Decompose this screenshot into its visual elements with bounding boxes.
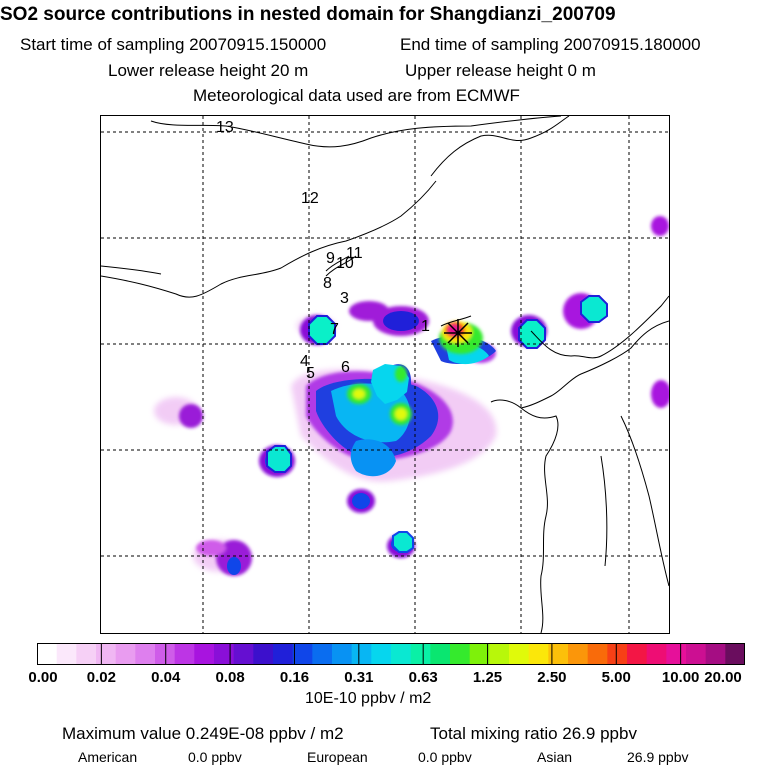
met-data-label: Meteorological data used are from ECMWF: [193, 86, 520, 105]
colorbar-swatch: [666, 643, 687, 665]
colorbar-swatch: [214, 643, 235, 665]
colorbar-tick-label: 20.00: [704, 669, 742, 686]
colorbar-swatch: [450, 643, 471, 665]
upper-release-label: Upper release height 0 m: [405, 61, 596, 80]
colorbar-swatch: [627, 643, 648, 665]
trajectory-label-13: 13: [216, 119, 234, 136]
trajectory-label-5: 5: [306, 365, 315, 382]
end-time-label: End time of sampling 20070915.180000: [400, 35, 701, 54]
colorbar-tick-label: 0.00: [28, 669, 58, 686]
colorbar-tick-label: 0.63: [408, 669, 438, 686]
colorbar-swatch: [548, 643, 569, 665]
colorbar-tick-label: 10.00: [661, 669, 700, 686]
colorbar-units: 10E-10 ppbv / m2: [305, 690, 432, 707]
trajectory-label-3: 3: [340, 290, 349, 307]
lower-release-label: Lower release height 20 m: [108, 61, 309, 80]
colorbar-swatch: [705, 643, 726, 665]
colorbar-swatch: [371, 643, 392, 665]
trajectory-label-7: 7: [330, 321, 339, 338]
trajectory-label-9: 9: [326, 250, 335, 267]
colorbar-swatch: [135, 643, 156, 665]
colorbar-swatch: [292, 643, 313, 665]
colorbar-swatch: [194, 643, 215, 665]
colorbar-swatch: [96, 643, 117, 665]
colorbar-swatch: [115, 643, 136, 665]
trajectory-label-12: 12: [301, 190, 319, 207]
colorbar-swatch: [646, 643, 667, 665]
colorbar-swatch: [607, 643, 628, 665]
colorbar-tick-label: 0.02: [86, 669, 116, 686]
colorbar-swatch: [312, 643, 333, 665]
colorbar: [37, 643, 746, 665]
asian-label: Asian: [537, 749, 573, 765]
colorbar-swatch: [391, 643, 412, 665]
receptor-star-icon: [444, 319, 472, 347]
colorbar-tick-label: 0.04: [151, 669, 181, 686]
colorbar-swatch: [76, 643, 97, 665]
trajectory-label-4: 4: [300, 353, 309, 370]
asian-value: 26.9 ppbv: [627, 749, 689, 765]
colorbar-swatch: [686, 643, 707, 665]
colorbar-swatch: [174, 643, 195, 665]
european-value: 0.0 ppbv: [418, 749, 472, 765]
colorbar-swatch: [37, 643, 58, 665]
colorbar-swatch: [155, 643, 176, 665]
colorbar-swatch: [253, 643, 274, 665]
colorbar-swatch: [430, 643, 451, 665]
colorbar-tick-label: 2.50: [537, 669, 567, 686]
trajectory-label-6: 6: [341, 359, 350, 376]
colorbar-swatch: [233, 643, 254, 665]
colorbar-swatch: [469, 643, 490, 665]
colorbar-tick-label: 0.31: [344, 669, 374, 686]
start-time-label: Start time of sampling 20070915.150000: [20, 35, 327, 54]
trajectory-label-10: 10: [336, 255, 354, 272]
colorbar-tick-label: 5.00: [601, 669, 631, 686]
colorbar-swatch: [568, 643, 589, 665]
trajectory-label-11: 11: [346, 245, 363, 262]
coastlines: [101, 116, 669, 633]
colorbar-swatch: [528, 643, 549, 665]
colorbar-swatch: [273, 643, 294, 665]
total-mixing-label: Total mixing ratio 26.9 ppbv: [430, 724, 637, 743]
colorbar-swatch: [489, 643, 510, 665]
colorbar-swatch: [587, 643, 608, 665]
colorbar-tick-label: 1.25: [472, 669, 503, 686]
colorbar-swatch: [332, 643, 353, 665]
colorbar-border: [37, 643, 745, 665]
colorbar-tick-label: 0.08: [215, 669, 245, 686]
page-title: SO2 source contributions in nested domai…: [0, 4, 616, 25]
american-label: American: [78, 749, 138, 765]
colorbar-tick-label: 0.16: [279, 669, 310, 686]
colorbar-swatch: [56, 643, 77, 665]
lat-lon-grid: [101, 116, 669, 633]
trajectory-label-8: 8: [323, 275, 332, 292]
contribution-map: 1 3 4 5 6 7 8 9 10 11 12 13: [100, 115, 670, 634]
european-label: European: [307, 749, 368, 765]
trajectory-label-1: 1: [421, 318, 430, 335]
colorbar-swatch: [509, 643, 530, 665]
colorbar-swatch: [410, 643, 431, 665]
colorbar-swatch: [351, 643, 372, 665]
max-value-label: Maximum value 0.249E-08 ppbv / m2: [62, 724, 344, 743]
colorbar-swatch: [725, 643, 746, 665]
american-value: 0.0 ppbv: [188, 749, 242, 765]
